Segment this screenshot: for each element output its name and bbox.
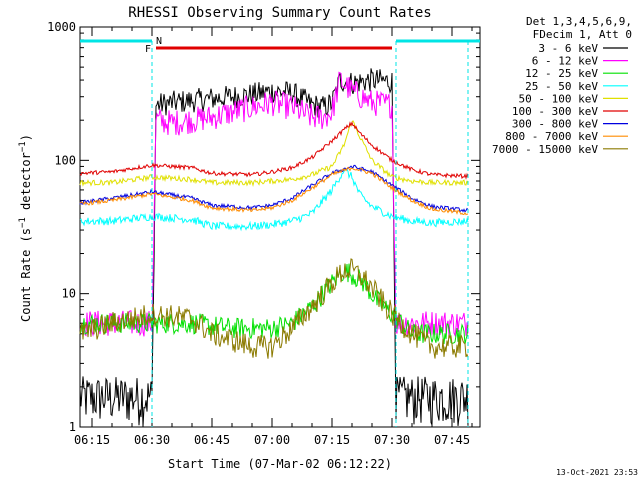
series-line-7 [79,164,469,213]
x-tick-label: 07:00 [254,433,290,447]
y-axis: 1 10 100 1000 [47,20,480,434]
series-group [79,68,469,427]
flare-flag-label: F [145,44,151,55]
x-tick-label: 07:45 [434,433,470,447]
plot-frame [79,26,481,428]
y-tick-label: 100 [54,153,76,167]
legend-label: 100 - 300 keV [512,105,598,118]
x-tick-label: 07:30 [374,433,410,447]
series-line-1 [79,68,469,427]
legend-header-1: Det 1,3,4,5,6,9, [526,15,632,28]
chart-title: RHESSI Observing Summary Count Rates [128,5,431,21]
x-axis: 06:15 06:30 06:45 07:00 07:15 07:30 07:45 [74,27,473,447]
x-tick-label: 07:15 [314,433,350,447]
footer-date: 13-Oct-2021 23:53 [556,468,638,477]
legend-label: 12 - 25 keV [525,67,598,80]
series-line-9 [79,258,469,359]
legend-label: 800 - 7000 keV [505,130,598,143]
x-tick-label: 06:45 [194,433,230,447]
night-boundaries [151,41,469,427]
y-axis-label: Count Rate (s−1 detector−1) [18,134,33,322]
y-tick-label: 1 [69,420,76,434]
series-line-5 [79,119,469,188]
legend-label: 50 - 100 keV [519,92,599,105]
legend-header-2: FDecim 1, Att 0 [533,28,632,41]
night-flag-label: N [156,36,162,47]
y-tick-label: 10 [62,287,76,301]
legend-label: 7000 - 15000 keV [492,143,598,156]
y-tick-label: 1000 [47,20,76,34]
legend-label: 25 - 50 keV [525,80,598,93]
x-tick-label: 06:30 [134,433,170,447]
legend-label: 300 - 800 keV [512,118,598,131]
flag-bars: NF [80,36,480,55]
series-line-8 [79,166,468,216]
series-line-6 [79,121,469,180]
legend-label: 3 - 6 keV [538,42,598,55]
legend: Det 1,3,4,5,6,9, FDecim 1, Att 0 3 - 6 k… [492,15,632,156]
x-axis-label: Start Time (07-Mar-02 06:12:22) [168,457,392,471]
legend-label: 6 - 12 keV [532,55,599,68]
x-tick-label: 06:15 [74,433,110,447]
series-line-4 [79,168,469,232]
